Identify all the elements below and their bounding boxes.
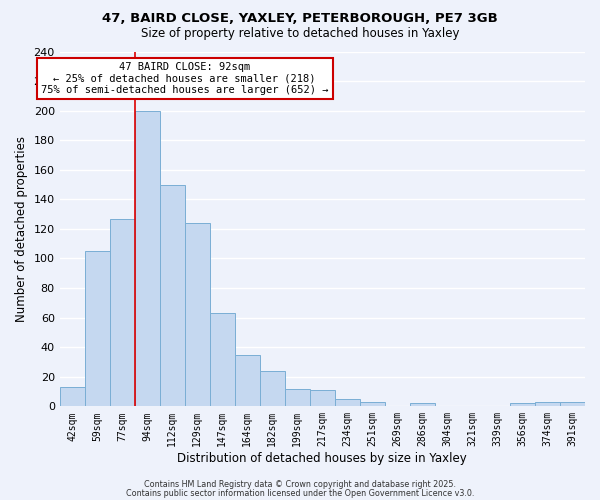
Text: Contains public sector information licensed under the Open Government Licence v3: Contains public sector information licen… — [126, 488, 474, 498]
Bar — [535, 402, 560, 406]
Text: Size of property relative to detached houses in Yaxley: Size of property relative to detached ho… — [141, 28, 459, 40]
Bar — [135, 110, 160, 406]
Bar — [110, 218, 135, 406]
Bar — [160, 184, 185, 406]
Bar — [210, 313, 235, 406]
Text: Contains HM Land Registry data © Crown copyright and database right 2025.: Contains HM Land Registry data © Crown c… — [144, 480, 456, 489]
Text: 47 BAIRD CLOSE: 92sqm
← 25% of detached houses are smaller (218)
75% of semi-det: 47 BAIRD CLOSE: 92sqm ← 25% of detached … — [41, 62, 328, 95]
Bar — [560, 402, 585, 406]
Bar — [85, 251, 110, 406]
X-axis label: Distribution of detached houses by size in Yaxley: Distribution of detached houses by size … — [178, 452, 467, 465]
Bar — [510, 404, 535, 406]
Bar — [310, 390, 335, 406]
Bar — [410, 404, 435, 406]
Y-axis label: Number of detached properties: Number of detached properties — [15, 136, 28, 322]
Bar — [360, 402, 385, 406]
Bar — [260, 371, 285, 406]
Bar — [235, 354, 260, 406]
Bar — [59, 387, 85, 406]
Bar — [185, 223, 210, 406]
Text: 47, BAIRD CLOSE, YAXLEY, PETERBOROUGH, PE7 3GB: 47, BAIRD CLOSE, YAXLEY, PETERBOROUGH, P… — [102, 12, 498, 26]
Bar — [285, 388, 310, 406]
Bar — [335, 399, 360, 406]
